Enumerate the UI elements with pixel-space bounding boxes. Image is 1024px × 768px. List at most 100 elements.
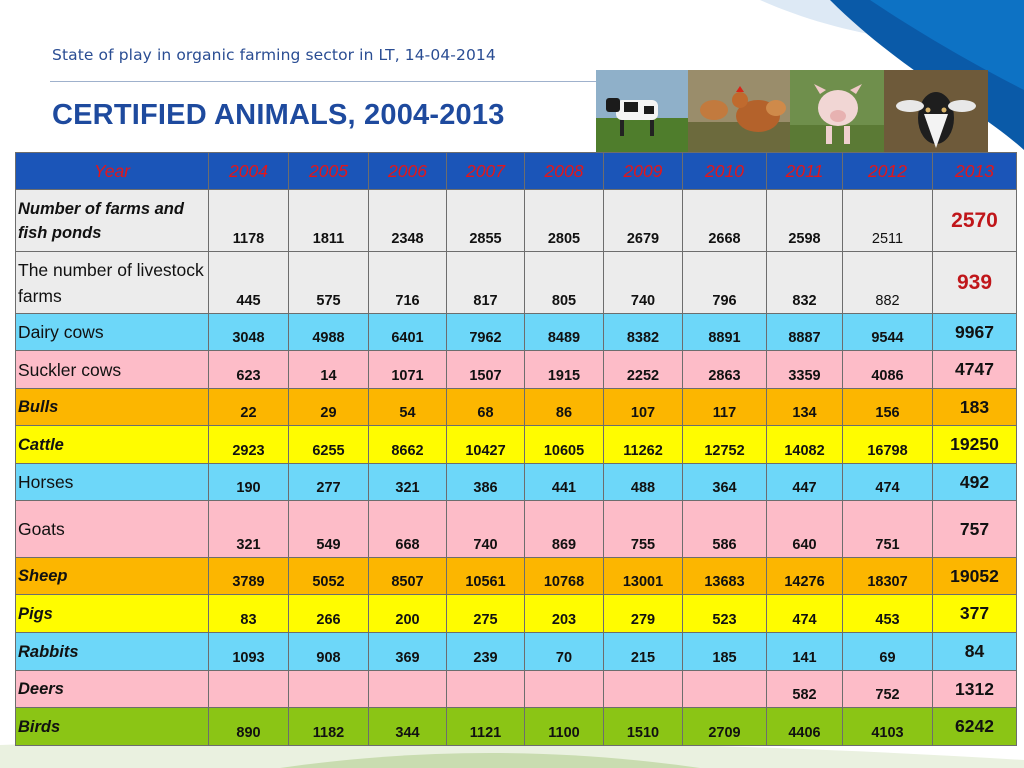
table-cell bbox=[368, 670, 447, 708]
table-cell: 200 bbox=[368, 594, 447, 633]
table-cell: 2598 bbox=[766, 189, 843, 252]
table-cell: 2679 bbox=[603, 189, 683, 252]
table-cell: 453 bbox=[842, 594, 933, 633]
table-cell: 869 bbox=[524, 500, 604, 558]
table-cell: 107 bbox=[603, 388, 683, 426]
table-cell: 369 bbox=[368, 632, 447, 671]
table-cell: 8489 bbox=[524, 313, 604, 351]
table-cell: 8507 bbox=[368, 557, 447, 595]
table-cell: 6255 bbox=[288, 425, 369, 464]
table-row: Deers 582 752 1312 bbox=[15, 670, 1017, 708]
table-cell: 239 bbox=[446, 632, 525, 671]
table-cell: 1312 bbox=[932, 670, 1017, 708]
table-cell bbox=[682, 670, 767, 708]
table-cell: 755 bbox=[603, 500, 683, 558]
row-label: Deers bbox=[15, 670, 209, 708]
table-cell: 2511 bbox=[842, 189, 933, 252]
table-cell: 68 bbox=[446, 388, 525, 426]
table-cell: 3789 bbox=[208, 557, 289, 595]
table-cell: 190 bbox=[208, 463, 289, 501]
row-label: Suckler cows bbox=[15, 350, 209, 389]
table-cell: 445 bbox=[208, 251, 289, 314]
table-cell: 752 bbox=[842, 670, 933, 708]
table-cell: 4086 bbox=[842, 350, 933, 389]
table-cell: 751 bbox=[842, 500, 933, 558]
animal-photo-strip bbox=[596, 70, 988, 152]
cow-photo bbox=[596, 70, 688, 152]
table-cell: 16798 bbox=[842, 425, 933, 464]
table-cell: 10561 bbox=[446, 557, 525, 595]
table-row: Bulls 22 29 54 68 86 107 117 134 156 183 bbox=[15, 388, 1017, 426]
table-cell: 757 bbox=[932, 500, 1017, 558]
table-cell: 2668 bbox=[682, 189, 767, 252]
table-cell: 10427 bbox=[446, 425, 525, 464]
table-cell: 84 bbox=[932, 632, 1017, 671]
table-cell: 83 bbox=[208, 594, 289, 633]
table-cell: 441 bbox=[524, 463, 604, 501]
table-cell: 2805 bbox=[524, 189, 604, 252]
goat-photo bbox=[884, 70, 988, 152]
table-cell: 623 bbox=[208, 350, 289, 389]
year-header-2007: 2007 bbox=[446, 152, 525, 190]
table-cell: 69 bbox=[842, 632, 933, 671]
table-cell: 10605 bbox=[524, 425, 604, 464]
table-cell: 474 bbox=[842, 463, 933, 501]
table-cell: 4988 bbox=[288, 313, 369, 351]
table-cell: 9544 bbox=[842, 313, 933, 351]
table-cell: 18307 bbox=[842, 557, 933, 595]
table-cell: 14082 bbox=[766, 425, 843, 464]
table-cell: 549 bbox=[288, 500, 369, 558]
table-cell: 141 bbox=[766, 632, 843, 671]
table-cell: 4103 bbox=[842, 707, 933, 746]
table-row: Birds 890 1182 344 1121 1100 1510 2709 4406 4103 6… bbox=[15, 707, 1017, 746]
table-cell: 4747 bbox=[932, 350, 1017, 389]
table-cell: 10768 bbox=[524, 557, 604, 595]
table-cell: 805 bbox=[524, 251, 604, 314]
hen-photo bbox=[688, 70, 790, 152]
table-cell: 2855 bbox=[446, 189, 525, 252]
table-cell: 183 bbox=[932, 388, 1017, 426]
table-cell: 2252 bbox=[603, 350, 683, 389]
table-cell: 1182 bbox=[288, 707, 369, 746]
table-cell: 185 bbox=[682, 632, 767, 671]
table-cell: 277 bbox=[288, 463, 369, 501]
table-cell: 1811 bbox=[288, 189, 369, 252]
table-cell: 488 bbox=[603, 463, 683, 501]
table-cell: 321 bbox=[368, 463, 447, 501]
table-cell: 19052 bbox=[932, 557, 1017, 595]
table-cell: 1915 bbox=[524, 350, 604, 389]
table-cell: 364 bbox=[682, 463, 767, 501]
table-cell: 3359 bbox=[766, 350, 843, 389]
table-cell: 582 bbox=[766, 670, 843, 708]
year-header-2004: 2004 bbox=[208, 152, 289, 190]
table-cell: 8887 bbox=[766, 313, 843, 351]
table-cell: 14 bbox=[288, 350, 369, 389]
table-row: Horses 190 277 321 386 441 488 364 447 474 492 bbox=[15, 463, 1017, 501]
table-row: Suckler cows 623 14 1071 1507 1915 2252 2863 335… bbox=[15, 350, 1017, 389]
table-cell: 1100 bbox=[524, 707, 604, 746]
table-cell: 215 bbox=[603, 632, 683, 671]
table-cell: 8891 bbox=[682, 313, 767, 351]
row-label: Dairy cows bbox=[15, 313, 209, 351]
table-cell: 117 bbox=[682, 388, 767, 426]
table-cell: 1178 bbox=[208, 189, 289, 252]
presentation-subtitle: State of play in organic farming sector … bbox=[52, 46, 496, 64]
year-header-2012: 2012 bbox=[842, 152, 933, 190]
year-header-2010: 2010 bbox=[682, 152, 767, 190]
table-cell: 54 bbox=[368, 388, 447, 426]
table-cell bbox=[603, 670, 683, 708]
table-row: Dairy cows 3048 4988 6401 7962 8489 8382 8891 88… bbox=[15, 313, 1017, 351]
table-cell: 13001 bbox=[603, 557, 683, 595]
table-cell: 203 bbox=[524, 594, 604, 633]
table-row: The number of livestock farms 445 575 716 81… bbox=[15, 251, 1017, 314]
table-cell: 586 bbox=[682, 500, 767, 558]
table-cell: 716 bbox=[368, 251, 447, 314]
table-cell: 19250 bbox=[932, 425, 1017, 464]
table-cell: 908 bbox=[288, 632, 369, 671]
row-label: Bulls bbox=[15, 388, 209, 426]
table-cell: 279 bbox=[603, 594, 683, 633]
table-cell: 386 bbox=[446, 463, 525, 501]
year-header-2011: 2011 bbox=[766, 152, 843, 190]
table-cell: 12752 bbox=[682, 425, 767, 464]
table-cell: 1121 bbox=[446, 707, 525, 746]
